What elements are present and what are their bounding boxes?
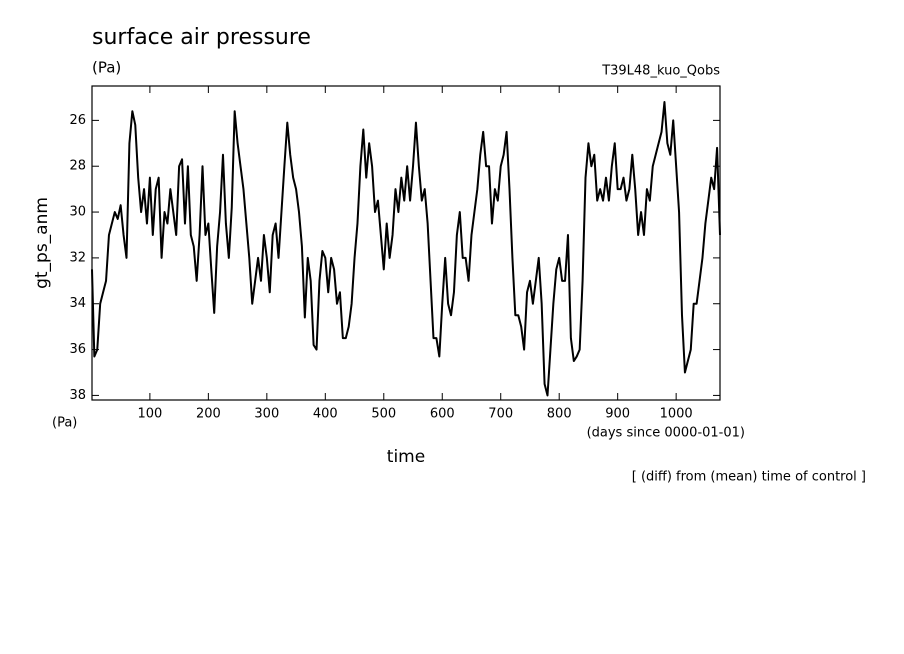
y-tick-label: 36 — [69, 342, 86, 357]
chart-title: surface air pressure — [92, 25, 311, 50]
x-tick-label: 500 — [371, 407, 396, 422]
y-tick-label: 32 — [69, 250, 86, 265]
x-tick-label: 100 — [137, 407, 162, 422]
x-tick-label: 400 — [313, 407, 338, 422]
x-tick-label: 700 — [488, 407, 513, 422]
y-axis-label: gt_ps_anm — [32, 197, 52, 289]
y-tick-label: 30 — [69, 205, 86, 220]
y-tick-label: 38 — [69, 388, 86, 403]
y-tick-label: 26 — [69, 113, 86, 128]
x-tick-label: 200 — [196, 407, 221, 422]
data-line — [91, 101, 721, 397]
x-axis-label: time — [387, 447, 425, 467]
x-tick-label: 1000 — [660, 407, 693, 422]
x-unit: (days since 0000-01-01) — [587, 426, 745, 441]
x-tick-label: 900 — [605, 407, 630, 422]
footnote: [ (diff) from (mean) time of control ] — [632, 470, 866, 485]
plot-frame — [91, 85, 721, 401]
y-tick-label: 28 — [69, 159, 86, 174]
x-tick-label: 600 — [430, 407, 455, 422]
x-tick-label: 300 — [254, 407, 279, 422]
y-tick-label: 34 — [69, 296, 86, 311]
unit-label: (Pa) — [92, 59, 121, 77]
x-tick-label: 800 — [547, 407, 572, 422]
y-unit: (Pa) — [52, 416, 77, 431]
experiment-label: T39L48_kuo_Qobs — [601, 64, 720, 79]
